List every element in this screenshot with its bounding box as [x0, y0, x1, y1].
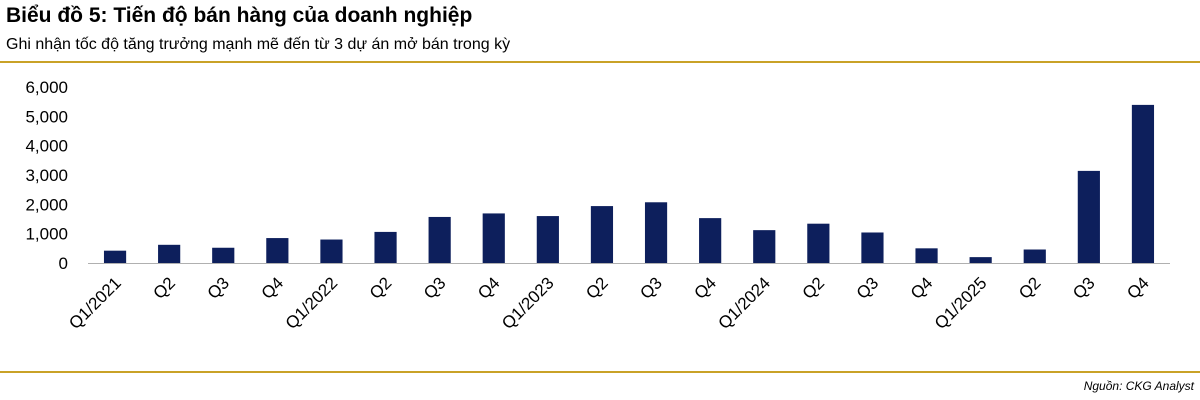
bar-7 [482, 213, 505, 263]
x-tick-label: Q4 [258, 273, 287, 302]
x-tick-label: Q3 [204, 273, 233, 302]
x-tick-label: Q2 [150, 273, 179, 302]
bar-8 [536, 216, 559, 263]
bar-12 [753, 230, 776, 263]
x-tick-label: Q2 [799, 273, 828, 302]
chart-subtitle: Ghi nhận tốc độ tăng trưởng mạnh mẽ đến … [6, 36, 511, 53]
bar-19 [1131, 104, 1155, 263]
x-tick-label: Q3 [420, 273, 449, 302]
x-tick-label: Q1/2024 [715, 273, 775, 333]
y-tick-label: 6,000 [25, 78, 68, 97]
bar-17 [1023, 249, 1046, 263]
bar-10 [644, 202, 668, 263]
bar-16 [969, 257, 992, 263]
bar-3 [266, 238, 289, 263]
bar-14 [861, 232, 884, 263]
y-tick-label: 1,000 [25, 225, 68, 244]
x-tick-label: Q4 [1123, 273, 1152, 302]
x-tick-label: Q2 [582, 273, 611, 302]
y-tick-label: 3,000 [25, 166, 68, 185]
chart-title: Biểu đồ 5: Tiến độ bán hàng của doanh ng… [6, 4, 473, 27]
bar-5 [374, 231, 397, 263]
x-tick-label: Q2 [366, 273, 395, 302]
x-tick-label: Q3 [636, 273, 665, 302]
source-note: Nguồn: CKG Analyst [1083, 379, 1194, 393]
y-tick-label: 5,000 [25, 107, 68, 126]
bar-11 [699, 218, 722, 263]
bar-13 [807, 223, 830, 263]
x-tick-label: Q1/2022 [282, 273, 342, 333]
bar-9 [590, 206, 614, 263]
bar-1 [158, 244, 181, 263]
bar-4 [320, 239, 343, 263]
x-tick-label: Q4 [474, 273, 503, 302]
bar-15 [915, 248, 938, 263]
bar-6 [428, 216, 451, 263]
bar-18 [1077, 170, 1100, 263]
x-tick-label: Q2 [1015, 273, 1044, 302]
y-tick-label: 2,000 [25, 195, 68, 214]
y-tick-label: 4,000 [25, 137, 68, 156]
x-tick-label: Q3 [853, 273, 882, 302]
x-tick-label: Q1/2023 [498, 273, 558, 333]
x-tick-label: Q1/2021 [65, 273, 125, 333]
sales-progress-chart: 0 1,000 2,000 3,000 4,000 5,000 6,000 Q1/2021 Q2… [25, 78, 1170, 333]
bottom-divider [0, 371, 1200, 373]
x-tick-label: Q4 [907, 273, 936, 302]
x-tick-label: Q4 [691, 273, 720, 302]
bar-2 [212, 247, 235, 263]
x-tick-label: Q1/2025 [931, 273, 991, 333]
x-tick-label: Q3 [1069, 273, 1098, 302]
top-divider [0, 61, 1200, 63]
y-tick-label: 0 [59, 254, 68, 273]
bar-0 [103, 250, 127, 263]
